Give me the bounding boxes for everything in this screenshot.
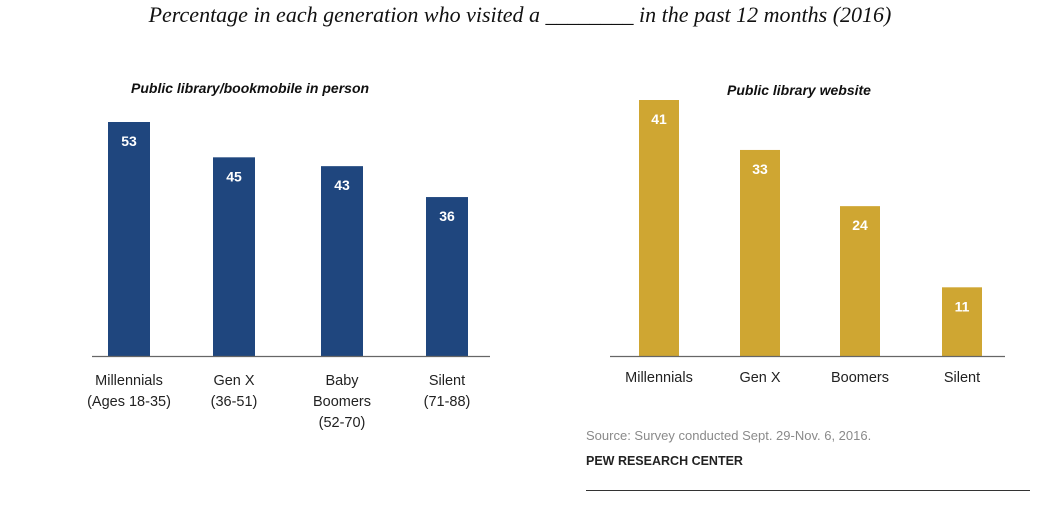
data-label-in-person-4: 36 <box>439 208 455 224</box>
bar-website-3 <box>840 206 880 356</box>
category-label-in-person-3-2: Boomers <box>313 394 371 410</box>
category-label-in-person-3-1: Baby <box>325 373 359 389</box>
chart-title-website: Public library website <box>727 82 871 98</box>
data-label-in-person-1: 53 <box>121 133 137 149</box>
source-note: Source: Survey conducted Sept. 29-Nov. 6… <box>586 428 872 443</box>
bar-in-person-3 <box>321 166 363 356</box>
bar-website-4 <box>942 287 982 356</box>
category-label-in-person-4-2: (71-88) <box>424 394 471 410</box>
organization-label: PEW RESEARCH CENTER <box>586 454 743 468</box>
footer-rule <box>586 490 1030 491</box>
chart-title-in-person: Public library/bookmobile in person <box>131 80 370 96</box>
category-label-in-person-3-3: (52-70) <box>319 415 366 431</box>
data-label-website-2: 33 <box>752 161 768 177</box>
category-label-website-3-1: Boomers <box>831 370 889 386</box>
bar-website-2 <box>740 149 780 356</box>
bar-in-person-1 <box>108 122 150 356</box>
bar-in-person-2 <box>213 157 255 356</box>
category-label-in-person-2-1: Gen X <box>213 373 254 389</box>
category-label-in-person-1-1: Millennials <box>95 373 163 389</box>
bar-in-person-4 <box>426 197 468 356</box>
data-label-website-3: 24 <box>852 217 868 233</box>
category-label-website-2-1: Gen X <box>739 370 780 386</box>
category-label-in-person-1-2: (Ages 18-35) <box>87 394 171 410</box>
category-label-website-1-1: Millennials <box>625 370 693 386</box>
data-label-in-person-2: 45 <box>226 168 242 184</box>
page-title: Percentage in each generation who visite… <box>148 2 892 27</box>
data-label-website-4: 11 <box>955 298 970 314</box>
data-label-in-person-3: 43 <box>334 177 350 193</box>
category-label-website-4-1: Silent <box>944 370 980 386</box>
category-label-in-person-2-2: (36-51) <box>211 394 258 410</box>
bar-website-1 <box>639 100 679 356</box>
category-label-in-person-4-1: Silent <box>429 373 465 389</box>
data-label-website-1: 41 <box>651 111 667 127</box>
